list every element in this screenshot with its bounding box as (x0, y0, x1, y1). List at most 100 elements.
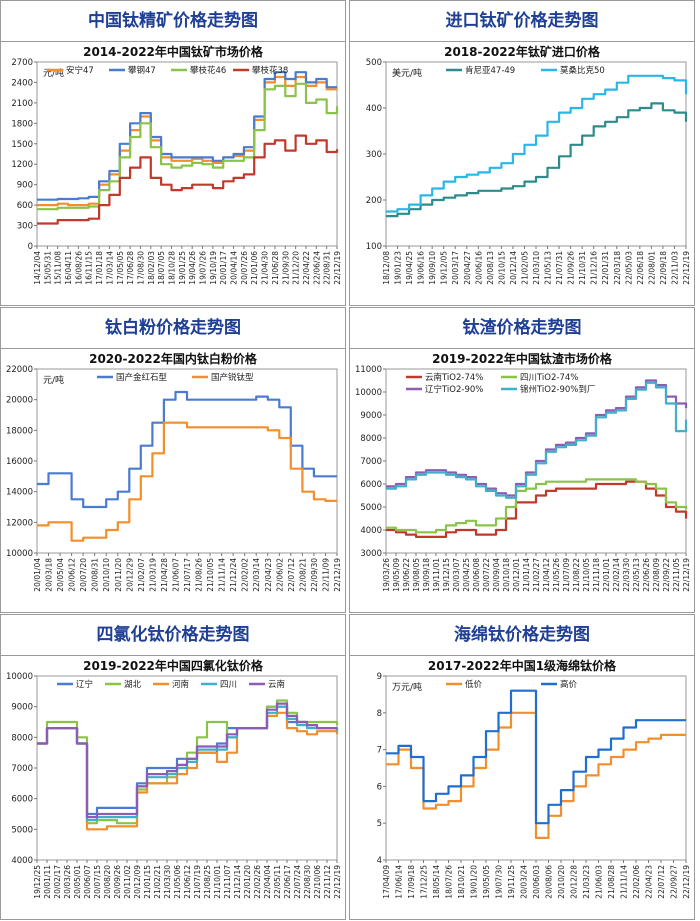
x-tick-label: 22/08/21 (298, 558, 307, 592)
x-tick-label: 18/10/28 (167, 251, 176, 285)
x-tick-label: 19/05/05 (482, 865, 491, 899)
x-tick-label: 18/05/14 (432, 865, 441, 899)
x-tick-label: 22/12/19 (682, 558, 691, 592)
line-chart: 2020-2022年国内钛白粉价格 10000 12000 14000 16000 180… (6, 351, 342, 592)
x-tick-label: 21/05/06 (173, 865, 182, 899)
x-tick-label: 18/02/03 (147, 251, 156, 285)
x-tick-label: 21/02/07 (137, 558, 146, 592)
x-tick-label: 20/01/17 (219, 251, 228, 285)
x-tick-label: 17/04/09 (382, 865, 391, 899)
x-tick-label: 21/04/30 (261, 251, 270, 285)
x-tick-label: 20/08/31 (91, 558, 100, 592)
x-tick-label: 21/08/26 (195, 558, 204, 592)
y-unit-label: 元/吨 (43, 374, 64, 386)
y-tick-label: 14000 (6, 488, 33, 498)
x-tick-label: 22/12/19 (682, 251, 691, 285)
x-tick-label: 22/08/01 (647, 251, 656, 285)
x-tick-label: 20/08/06 (545, 865, 554, 899)
legend-label: 云南TiO2-74% (425, 372, 483, 383)
x-tick-label: 20/05/04 (56, 558, 65, 592)
x-tick-label: 20/07/15 (93, 865, 102, 899)
y-tick-label: 9000 (11, 703, 33, 713)
x-tick-label: 21/07/09 (562, 558, 571, 592)
y-tick-label: 1500 (11, 140, 33, 150)
x-tick-label: 20/12/29 (125, 558, 134, 592)
legend-label: 国产金红石型 (116, 372, 168, 383)
x-tick-label: 22/01/20 (243, 865, 252, 899)
x-tick-label: 21/03/19 (148, 558, 157, 592)
legend-label: 国产锐钛型 (211, 372, 254, 383)
series-line-2 (386, 689, 686, 825)
x-tick-label: 21/07/31 (555, 251, 564, 285)
x-tick-label: 17/06/14 (395, 865, 404, 899)
x-tick-label: 20/08/13 (486, 251, 495, 285)
legend-label: 攀钢47 (128, 65, 156, 76)
chart-title: 2020-2022年国内钛白粉价格 (89, 351, 258, 366)
chart-area: 2019-2022年中国钛渣市场价格 3000 4000 5000 6000 7000 80… (350, 349, 694, 613)
x-tick-label: 19/01/25 (178, 251, 187, 285)
x-tick-label: 20/04/25 (462, 558, 471, 592)
chart-title: 2019-2022年中国钛渣市场价格 (432, 351, 613, 366)
x-tick-label: 21/11/07 (223, 865, 232, 899)
x-tick-label: 21/04/12 (542, 558, 551, 592)
x-tick-label: 20/10/18 (502, 558, 511, 592)
line-chart: 2019-2022年中国钛渣市场价格 3000 4000 5000 6000 7000 80… (355, 351, 691, 592)
x-tick-label: 19/09/18 (422, 558, 431, 592)
x-tick-label: 19/11/01 (432, 558, 441, 592)
x-tick-label: 21/11/18 (592, 558, 601, 592)
chart-title: 2017-2022年中国1级海绵钛价格 (428, 658, 617, 673)
x-tick-label: 20/11/20 (114, 558, 123, 592)
y-tick-label: 4000 (11, 856, 33, 866)
legend-label: 云南 (268, 679, 285, 690)
series-line-2 (386, 478, 688, 534)
x-tick-label: 22/12/19 (682, 865, 691, 899)
x-tick-label: 20/12/01 (512, 558, 521, 592)
y-tick-label: 8000 (11, 733, 33, 743)
x-tick-label: 22/02/02 (241, 558, 250, 592)
y-tick-label: 18000 (6, 426, 33, 436)
panel-heading: 进口钛矿价格走势图 (350, 1, 694, 42)
x-tick-label: 16/08/26 (74, 251, 83, 285)
y-tick-label: 6000 (11, 795, 33, 805)
x-tick-label: 19/01/23 (394, 251, 403, 285)
x-tick-label: 20/08/20 (103, 865, 112, 899)
panel-titanium-tetrachloride: 四氯化钛价格走势图 2019-2022年中国四氯化钛价格 4000 5000 6000… (0, 614, 346, 920)
x-tick-label: 21/12/20 (292, 251, 301, 285)
y-tick-label: 3000 (360, 549, 382, 559)
x-tick-label: 21/12/16 (590, 251, 599, 285)
x-tick-label: 22/02/06 (632, 865, 641, 899)
x-tick-label: 17/12/25 (420, 865, 429, 899)
x-tick-label: 22/11/09 (321, 558, 330, 592)
x-tick-label: 21/08/28 (607, 865, 616, 899)
x-tick-label: 22/12/19 (333, 865, 342, 899)
line-chart: 2018-2022年钛矿进口价格 100 200 300 400 500 美元/吨 18/12… (366, 44, 691, 285)
y-unit-label: 万元/吨 (392, 681, 422, 693)
legend-label: 河南 (172, 679, 189, 690)
y-tick-label: 8000 (360, 434, 382, 444)
x-tick-label: 22/09/27 (670, 865, 679, 899)
legend-label: 低价 (465, 679, 483, 690)
legend-label: 肯尼亚47-49 (465, 65, 515, 76)
y-tick-label: 11000 (355, 365, 382, 375)
y-tick-label: 6000 (360, 480, 382, 490)
x-tick-label: 21/11/14 (620, 865, 629, 899)
panel-titanium-slag: 钛渣价格走势图 2019-2022年中国钛渣市场价格 3000 4000 5000 60… (349, 307, 695, 613)
x-tick-label: 21/12/14 (233, 865, 242, 899)
x-tick-label: 22/08/31 (323, 251, 332, 285)
y-tick-label: 6 (377, 782, 382, 792)
legend-label: 四川 (220, 680, 237, 690)
x-tick-label: 19/09/10 (428, 251, 437, 285)
y-tick-label: 9000 (360, 411, 382, 421)
legend-label: 四川TiO2-74% (520, 373, 578, 383)
x-tick-label: 22/06/24 (312, 251, 321, 285)
x-tick-label: 22/06/18 (636, 251, 645, 285)
series-line-3 (386, 379, 688, 497)
panel-titanium-dioxide: 钛白粉价格走势图 2020-2022年国内钛白粉价格 10000 12000 1400… (0, 307, 346, 613)
x-tick-label: 20/01/11 (43, 865, 52, 899)
panel-heading: 钛白粉价格走势图 (1, 308, 345, 349)
y-tick-label: 1800 (11, 119, 33, 129)
x-tick-label: 21/12/24 (229, 558, 238, 592)
x-tick-label: 21/02/21 (153, 865, 162, 899)
x-tick-label: 22/03/18 (613, 251, 622, 285)
y-tick-label: 4 (377, 856, 382, 866)
